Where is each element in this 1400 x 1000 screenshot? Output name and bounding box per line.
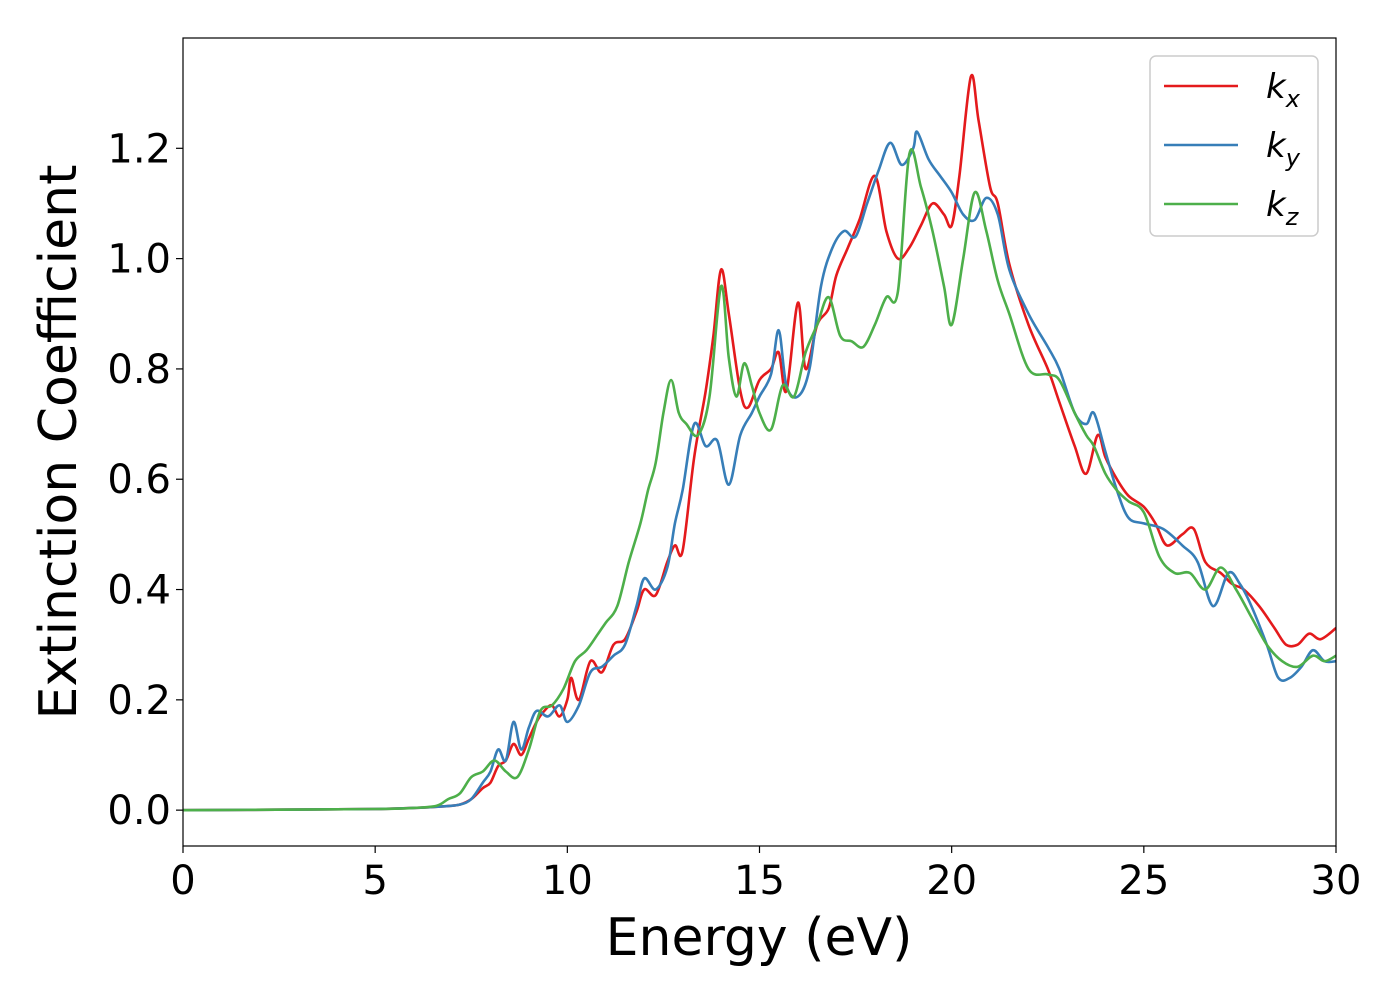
- x-tick-label: 30: [1311, 858, 1362, 904]
- x-tick-label: 25: [1118, 858, 1169, 904]
- y-tick-label: 1.0: [107, 237, 171, 283]
- series-line-ky: [183, 130, 1336, 812]
- plot-area: [183, 38, 1336, 846]
- y-tick-label: 0.4: [107, 568, 171, 614]
- y-tick-label: 0.8: [107, 347, 171, 393]
- x-tick-label: 10: [542, 858, 593, 904]
- y-axis-ticks: 0.0 0.2 0.4 0.6 0.8 1.0 1.2: [107, 126, 183, 834]
- y-axis-label: Extinction Coefficient: [29, 165, 89, 720]
- x-tick-label: 5: [362, 858, 387, 904]
- y-tick-label: 0.2: [107, 678, 171, 724]
- y-tick-label: 0.0: [107, 788, 171, 834]
- x-tick-label: 0: [170, 858, 195, 904]
- x-axis-ticks: 0 5 10 15 20 25 30: [170, 846, 1361, 904]
- series-layer: [183, 73, 1336, 812]
- x-tick-label: 15: [734, 858, 785, 904]
- y-tick-label: 1.2: [107, 126, 171, 172]
- y-tick-label: 0.6: [107, 457, 171, 503]
- x-tick-label: 20: [926, 858, 977, 904]
- x-axis-label: Energy (eV): [606, 908, 913, 968]
- series-line-kz: [183, 148, 1336, 812]
